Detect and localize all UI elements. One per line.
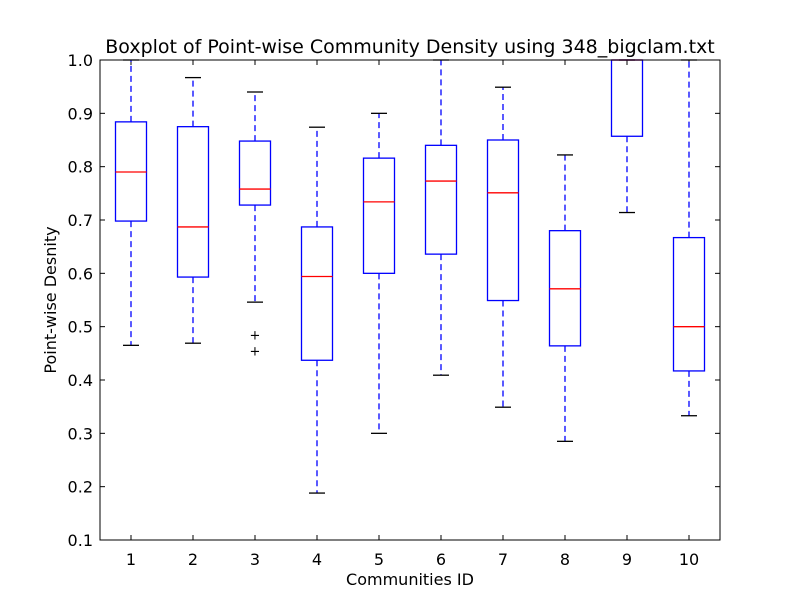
y-tick-label: 0.9: [68, 104, 93, 123]
y-tick-label: 0.6: [68, 264, 93, 283]
y-axis-label: Point-wise Desnity: [41, 226, 60, 373]
y-tick-label: 0.4: [68, 371, 93, 390]
x-tick-label: 3: [250, 550, 260, 569]
box-iqr: [486, 139, 520, 302]
x-tick-label: 8: [560, 550, 570, 569]
box-iqr: [672, 236, 706, 372]
y-tick-label: 1.0: [68, 51, 93, 70]
outlier-marker: +: [250, 329, 261, 344]
chart-title: Boxplot of Point-wise Community Density …: [105, 36, 714, 58]
x-tick-label: 10: [679, 550, 699, 569]
outlier-marker: +: [250, 345, 261, 360]
y-tick-label: 0.8: [68, 158, 93, 177]
y-tick-label: 0.5: [68, 318, 93, 337]
x-tick-label: 2: [188, 550, 198, 569]
box-iqr: [362, 157, 396, 274]
box-iqr: [176, 126, 210, 278]
x-tick-label: 7: [498, 550, 508, 569]
x-axis-label: Communities ID: [346, 570, 474, 589]
x-tick-label: 6: [436, 550, 446, 569]
y-tick-label: 0.1: [68, 531, 93, 550]
x-tick-label: 4: [312, 550, 322, 569]
x-tick-label: 1: [126, 550, 136, 569]
x-tick-label: 9: [622, 550, 632, 569]
x-tick-label: 5: [374, 550, 384, 569]
y-tick-label: 0.2: [68, 478, 93, 497]
axes-frame: [99, 59, 721, 541]
plot-area: 0.1 0.2 0.3 0.4 0.5 0.6 0.7 0.8 0.9 1.0 1 2 3 4 5 6 7 8 9 1…: [68, 51, 720, 569]
y-tick-label: 0.7: [68, 211, 93, 230]
box-iqr: [424, 144, 458, 255]
box-iqr: [238, 140, 272, 206]
y-tick-label: 0.3: [68, 424, 93, 443]
box-iqr: [300, 226, 334, 361]
